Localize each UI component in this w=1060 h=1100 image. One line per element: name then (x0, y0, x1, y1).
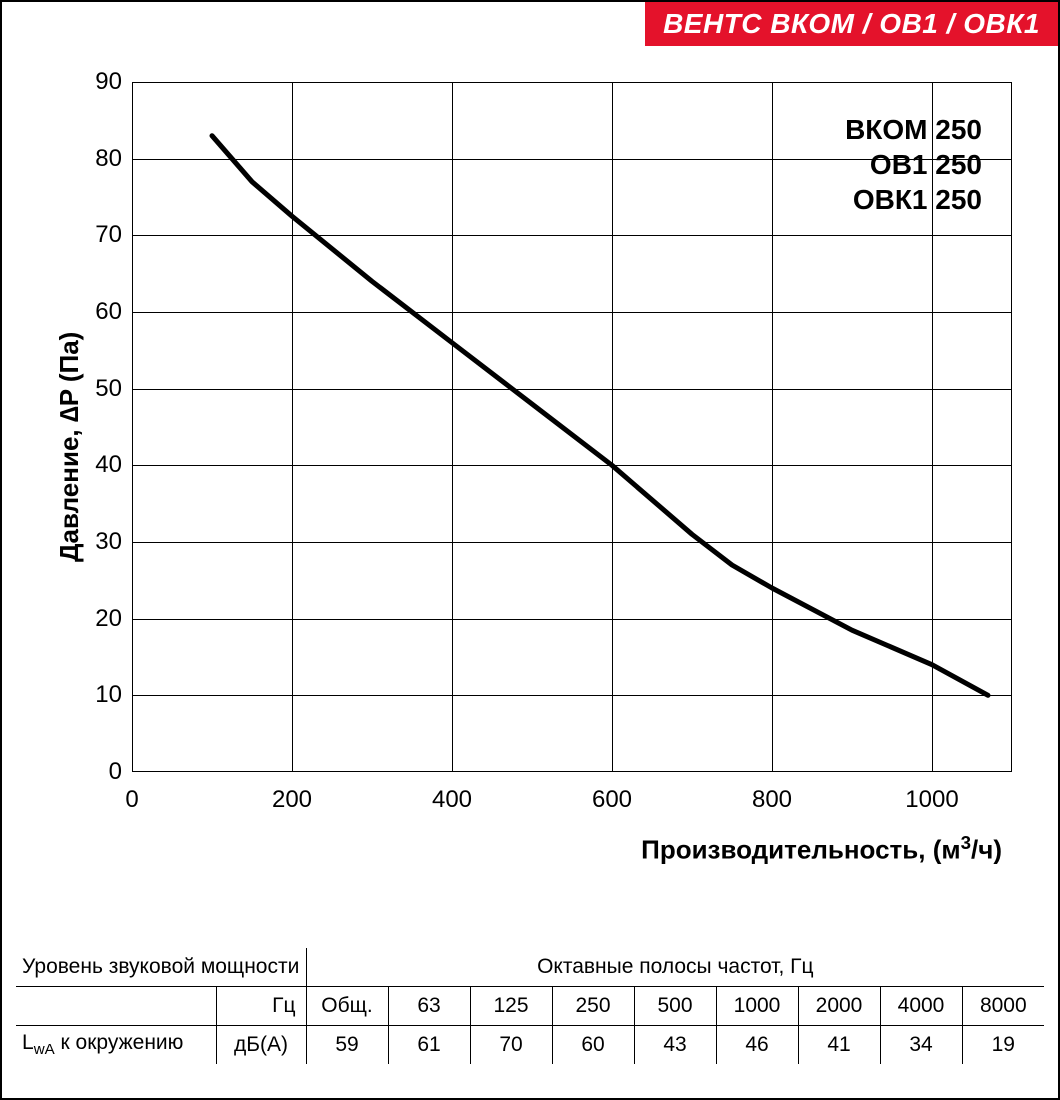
sound-power-table: Уровень звуковой мощности Октавные полос… (16, 948, 1044, 1064)
header-bar: ВЕНТС ВКОМ / ОВ1 / ОВК1 (645, 2, 1058, 46)
y-tick: 20 (82, 605, 122, 633)
y-tick: 0 (82, 758, 122, 786)
x-tick: 200 (272, 786, 312, 814)
freq-col: Общ. (306, 987, 388, 1026)
header-title: ВЕНТС ВКОМ / ОВ1 / ОВК1 (663, 8, 1040, 40)
sound-table-wrap: Уровень звуковой мощности Октавные полос… (16, 948, 1044, 1064)
x-tick: 400 (432, 786, 472, 814)
row-val: 19 (962, 1026, 1044, 1065)
table-header-right: Октавные полосы частот, Гц (306, 948, 1044, 987)
chart-area: Давление, ∆P (Па) 0102030405060708090 02… (22, 62, 1038, 902)
x-tick: 800 (752, 786, 792, 814)
y-tick: 70 (82, 221, 122, 249)
empty-cell (16, 987, 216, 1026)
page-frame: ВЕНТС ВКОМ / ОВ1 / ОВК1 Давление, ∆P (Па… (0, 0, 1060, 1100)
x-tick: 600 (592, 786, 632, 814)
freq-col: 4000 (880, 987, 962, 1026)
row-val: 70 (470, 1026, 552, 1065)
freq-col: 500 (634, 987, 716, 1026)
row-val: 43 (634, 1026, 716, 1065)
table-header-left: Уровень звуковой мощности (16, 948, 306, 987)
x-axis-label: Производительность, (м3/ч) (641, 832, 1002, 866)
x-tick: 1000 (905, 786, 958, 814)
freq-col: 63 (388, 987, 470, 1026)
table-row: LwA к окружению дБ(А) 59 61 70 60 43 46 … (16, 1026, 1044, 1065)
freq-col: 125 (470, 987, 552, 1026)
series-label-line: ОВК1 250 (845, 182, 982, 217)
freq-col: 2000 (798, 987, 880, 1026)
y-tick: 50 (82, 375, 122, 403)
row-label: LwA к окружению (16, 1026, 216, 1065)
y-tick: 60 (82, 298, 122, 326)
unit-row-label: Гц (216, 987, 306, 1026)
series-label-line: ВКОМ 250 (845, 112, 982, 147)
freq-col: 8000 (962, 987, 1044, 1026)
row-unit: дБ(А) (216, 1026, 306, 1065)
series-label-line: ОВ1 250 (845, 147, 982, 182)
y-tick: 40 (82, 451, 122, 479)
row-val: 60 (552, 1026, 634, 1065)
row-val: 59 (306, 1026, 388, 1065)
row-val: 46 (716, 1026, 798, 1065)
y-tick: 90 (82, 68, 122, 96)
row-val: 61 (388, 1026, 470, 1065)
y-tick: 80 (82, 145, 122, 173)
row-val: 41 (798, 1026, 880, 1065)
table-row: Гц Общ. 63 125 250 500 1000 2000 4000 80… (16, 987, 1044, 1026)
y-tick: 30 (82, 528, 122, 556)
freq-col: 250 (552, 987, 634, 1026)
table-row: Уровень звуковой мощности Октавные полос… (16, 948, 1044, 987)
series-labels: ВКОМ 250ОВ1 250ОВК1 250 (845, 112, 982, 217)
row-val: 34 (880, 1026, 962, 1065)
freq-col: 1000 (716, 987, 798, 1026)
x-tick: 0 (125, 786, 138, 814)
y-tick: 10 (82, 681, 122, 709)
